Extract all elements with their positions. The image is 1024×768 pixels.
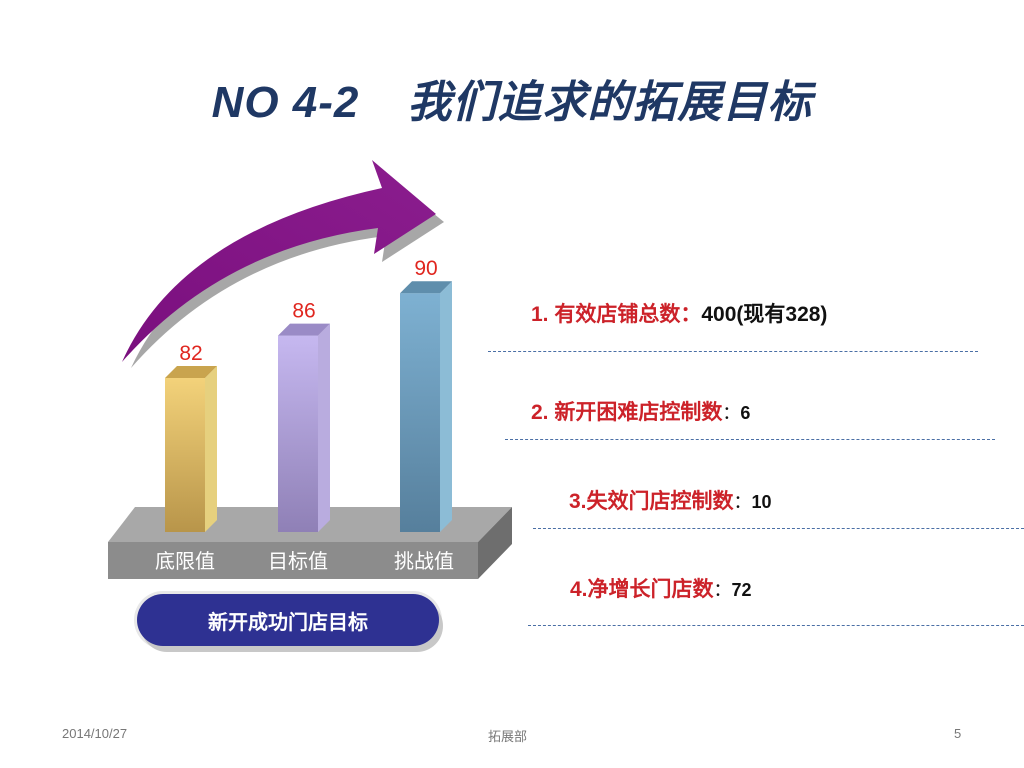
title-main: 我们追求的拓展目标 bbox=[407, 78, 813, 127]
bar-2 bbox=[278, 335, 318, 532]
item-label: 1. 有效店铺总数： bbox=[531, 303, 702, 326]
data-label-1: 82 bbox=[179, 342, 202, 365]
item-total-stores: 1. 有效店铺总数：400(现有328) bbox=[531, 298, 827, 328]
item-label: 4.净增长门店数 bbox=[570, 578, 714, 601]
bar-top-1 bbox=[165, 366, 217, 378]
bar-1 bbox=[165, 378, 205, 532]
item-label: 3.失效门店控制数 bbox=[569, 490, 734, 513]
footer-department: 拓展部 bbox=[488, 729, 528, 744]
legend-label: 新开成功门店目标 bbox=[208, 611, 368, 634]
footer-page-number: 5 bbox=[954, 726, 962, 741]
item-label: 2. 新开困难店控制数 bbox=[531, 401, 723, 424]
item-failed-stores: 3.失效门店控制数：10 bbox=[569, 485, 772, 515]
divider bbox=[505, 439, 995, 440]
bar-side-2 bbox=[318, 323, 330, 532]
footer-date: 2014/10/27 bbox=[62, 726, 128, 741]
item-sep: ： bbox=[713, 580, 732, 600]
item-sep: ： bbox=[722, 403, 741, 423]
divider bbox=[533, 528, 1024, 529]
category-label-1: 底限值 bbox=[155, 549, 215, 573]
data-label-3: 90 bbox=[414, 257, 437, 280]
item-value: 400(现有328) bbox=[701, 303, 828, 326]
bar-side-1 bbox=[205, 366, 217, 532]
divider bbox=[488, 351, 978, 352]
category-label-3: 挑战值 bbox=[394, 549, 454, 573]
divider bbox=[528, 625, 1024, 626]
item-value: 6 bbox=[740, 403, 751, 423]
item-difficult-stores: 2. 新开困难店控制数：6 bbox=[531, 396, 750, 426]
bar-top-2 bbox=[278, 323, 330, 336]
data-label-2: 86 bbox=[292, 300, 315, 323]
chart-base-front bbox=[108, 542, 478, 579]
item-net-growth: 4.净增长门店数：72 bbox=[570, 573, 752, 603]
page-title: NO 4-2 我们追求的拓展目标 bbox=[0, 66, 1024, 130]
legend-pill: 新开成功门店目标 bbox=[137, 594, 439, 646]
bar-top-3 bbox=[400, 281, 452, 294]
trend-arrow-icon bbox=[122, 160, 436, 362]
item-value: 72 bbox=[731, 580, 752, 600]
chart-base-side bbox=[478, 507, 512, 579]
title-prefix: NO 4-2 bbox=[211, 78, 360, 127]
item-sep: ： bbox=[733, 492, 752, 512]
bar-3 bbox=[400, 293, 440, 532]
category-label-2: 目标值 bbox=[268, 549, 328, 573]
bar-side-3 bbox=[440, 281, 452, 532]
item-value: 10 bbox=[751, 492, 772, 512]
